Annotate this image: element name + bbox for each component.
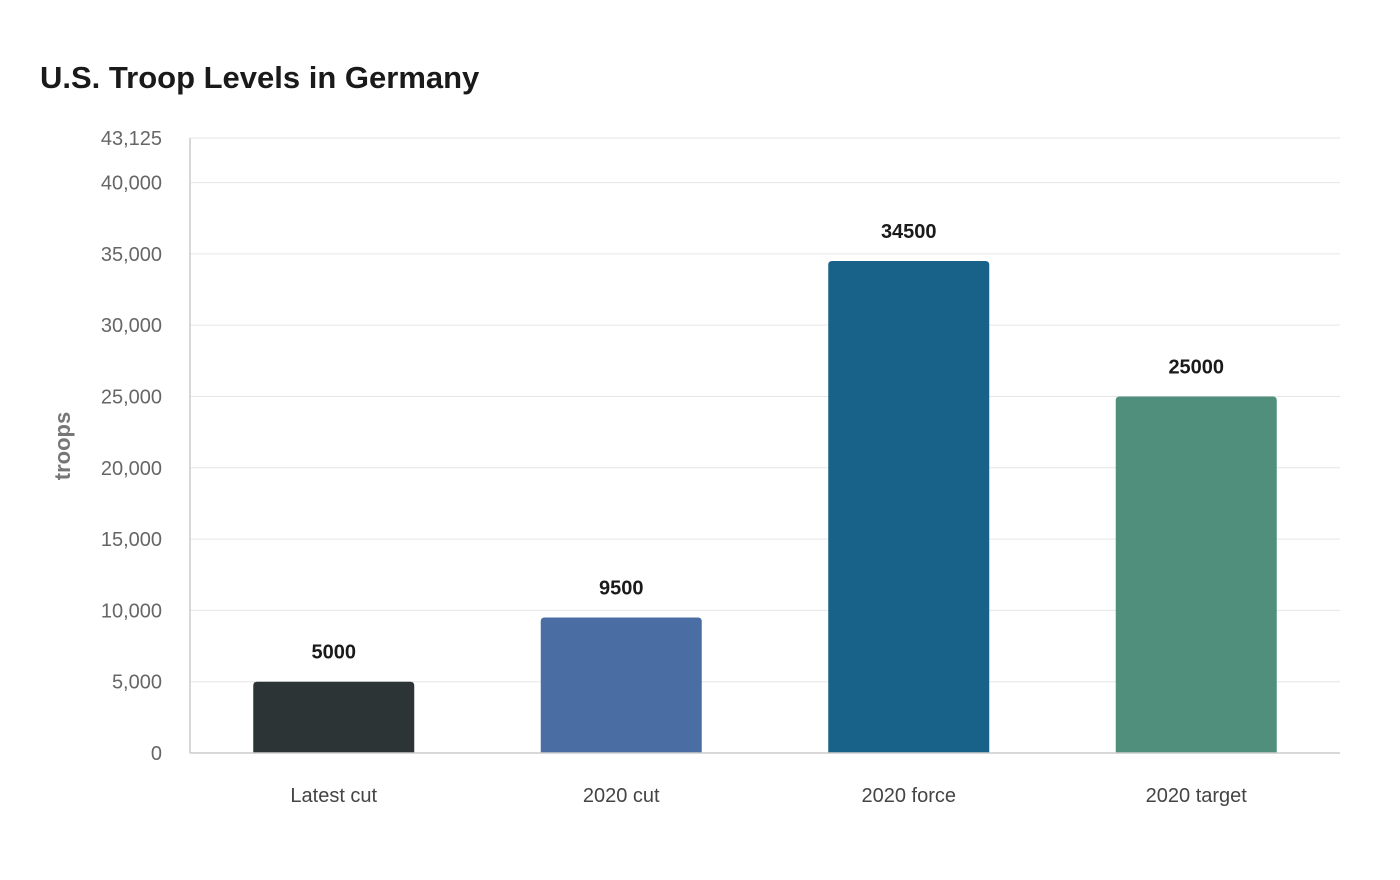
chart-title: U.S. Troop Levels in Germany	[40, 60, 480, 95]
y-tick-label: 15,000	[101, 529, 162, 551]
y-tick-label: 40,000	[101, 173, 162, 195]
data-label: 25000	[1168, 356, 1224, 378]
data-label: 5000	[312, 642, 357, 664]
y-tick-label: 30,000	[101, 315, 162, 337]
y-tick-label: 20,000	[101, 458, 162, 480]
bar-2020-target	[1115, 396, 1277, 753]
y-tick-label: 5,000	[112, 672, 162, 694]
y-tick-label: 35,000	[101, 244, 162, 266]
x-tick-label: 2020 force	[861, 785, 956, 807]
y-tick-label: 43,125	[101, 128, 162, 150]
bar-2020-force	[828, 261, 990, 753]
y-axis-label: troops	[50, 412, 75, 480]
data-labels: 5000 9500 34500 25000	[312, 221, 1225, 664]
y-tick-label: 10,000	[101, 600, 162, 622]
x-tick-label: 2020 target	[1146, 785, 1248, 807]
bars	[253, 261, 1277, 753]
bar-latest-cut	[253, 681, 415, 753]
y-tick-label: 25,000	[101, 386, 162, 408]
y-axis-ticks: 0 5,000 10,000 15,000 20,000 25,000 30,000 35,0…	[101, 128, 162, 765]
x-tick-label: 2020 cut	[583, 785, 660, 807]
x-tick-label: Latest cut	[290, 785, 377, 807]
bar-2020-cut	[540, 617, 702, 753]
y-tick-label: 0	[151, 743, 162, 765]
data-label: 34500	[881, 221, 937, 243]
x-axis-ticks: Latest cut 2020 cut 2020 force 2020 target	[290, 785, 1247, 807]
data-label: 9500	[599, 578, 644, 600]
